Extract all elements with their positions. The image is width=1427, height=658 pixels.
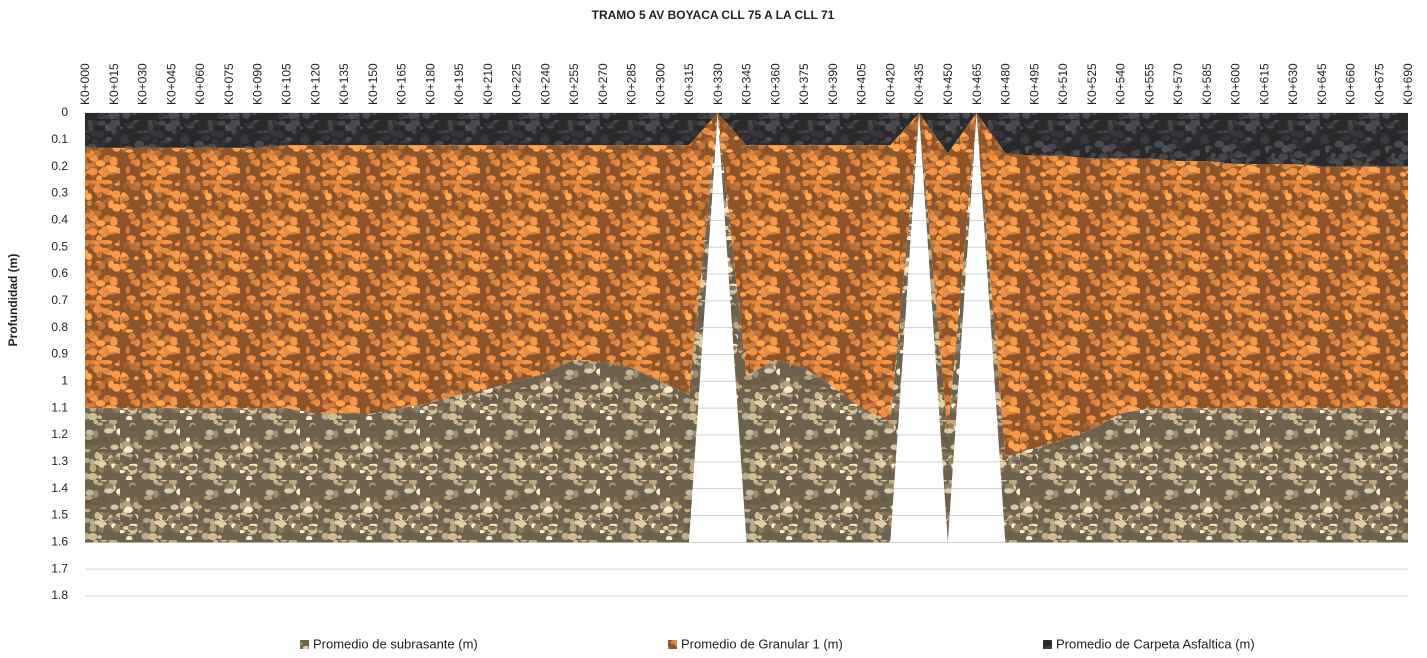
x-tick-label: K0+030 [136,63,150,105]
x-tick-label: K0+015 [107,63,121,105]
legend-label: Promedio de subrasante (m) [313,636,478,651]
area [85,113,1408,457]
x-tick-label: K0+255 [567,63,581,105]
x-tick-label: K0+420 [883,63,897,105]
x-tick-label: K0+225 [510,63,524,105]
y-tick-label: 1.1 [51,400,68,414]
y-tick-label: 1.7 [51,561,68,575]
x-tick-label: K0+450 [941,63,955,105]
x-tick-label: K0+540 [1114,63,1128,105]
x-tick-label: K0+210 [481,63,495,105]
x-tick-label: K0+075 [222,63,236,105]
legend-label: Promedio de Carpeta Asfaltica (m) [1056,636,1255,651]
y-tick-label: 0.1 [51,132,68,146]
y-tick-label: 0.4 [51,213,68,227]
y-tick-label: 1.6 [51,535,68,549]
x-tick-label: K0+315 [682,63,696,105]
x-tick-label: K0+630 [1286,63,1300,105]
x-tick-label: K0+675 [1372,63,1386,105]
x-tick-label: K0+570 [1171,63,1185,105]
x-tick-label: K0+330 [711,63,725,105]
x-tick-label: K0+690 [1401,63,1415,105]
legend-swatch [668,640,677,649]
x-tick-label: K0+585 [1200,63,1214,105]
x-tick-label: K0+510 [1056,63,1070,105]
y-tick-label: 1 [61,374,68,388]
y-tick-label: 0.3 [51,186,68,200]
x-tick-label: K0+360 [768,63,782,105]
x-tick-label: K0+300 [653,63,667,105]
x-tick-label: K0+465 [970,63,984,105]
y-tick-label: 0.5 [51,239,68,253]
legend-swatch [1043,640,1052,649]
x-tick-label: K0+060 [193,63,207,105]
x-tick-label: K0+135 [337,63,351,105]
x-tick-label: K0+390 [826,63,840,105]
legend-swatch [300,640,309,649]
y-tick-label: 1.3 [51,454,68,468]
x-tick-label: K0+345 [740,63,754,105]
x-tick-label: K0+120 [308,63,322,105]
x-tick-label: K0+615 [1257,63,1271,105]
y-tick-label: 0.9 [51,347,68,361]
chart-title: TRAMO 5 AV BOYACA CLL 75 A LA CLL 71 [592,8,835,22]
x-tick-label: K0+645 [1315,63,1329,105]
y-tick-label: 0.7 [51,293,68,307]
x-tick-label: K0+270 [596,63,610,105]
x-tick-label: K0+180 [423,63,437,105]
x-tick-label: K0+525 [1085,63,1099,105]
x-tick-label: K0+435 [912,63,926,105]
y-tick-label: 0.2 [51,159,68,173]
y-axis-title: Profundidad (m) [6,254,20,347]
y-tick-label: 0.6 [51,266,68,280]
x-tick-label: K0+150 [366,63,380,105]
x-tick-label: K0+555 [1142,63,1156,105]
x-tick-label: K0+105 [279,63,293,105]
x-tick-label: K0+000 [78,63,92,105]
x-tick-label: K0+405 [855,63,869,105]
y-tick-label: 1.5 [51,508,68,522]
x-tick-label: K0+240 [538,63,552,105]
x-tick-label: K0+045 [164,63,178,105]
x-tick-label: K0+195 [452,63,466,105]
y-tick-label: 1.2 [51,427,68,441]
x-tick-label: K0+480 [999,63,1013,105]
y-tick-label: 1.4 [51,481,68,495]
x-tick-label: K0+375 [797,63,811,105]
x-tick-label: K0+600 [1229,63,1243,105]
x-tick-label: K0+090 [251,63,265,105]
y-tick-label: 0 [61,105,68,119]
x-tick-label: K0+285 [625,63,639,105]
area [85,113,1408,167]
x-tick-label: K0+660 [1344,63,1358,105]
y-tick-label: 0.8 [51,320,68,334]
y-tick-label: 1.8 [51,588,68,602]
x-tick-label: K0+165 [395,63,409,105]
x-tick-label: K0+495 [1027,63,1041,105]
area [85,113,1408,543]
legend-label: Promedio de Granular 1 (m) [681,636,843,651]
